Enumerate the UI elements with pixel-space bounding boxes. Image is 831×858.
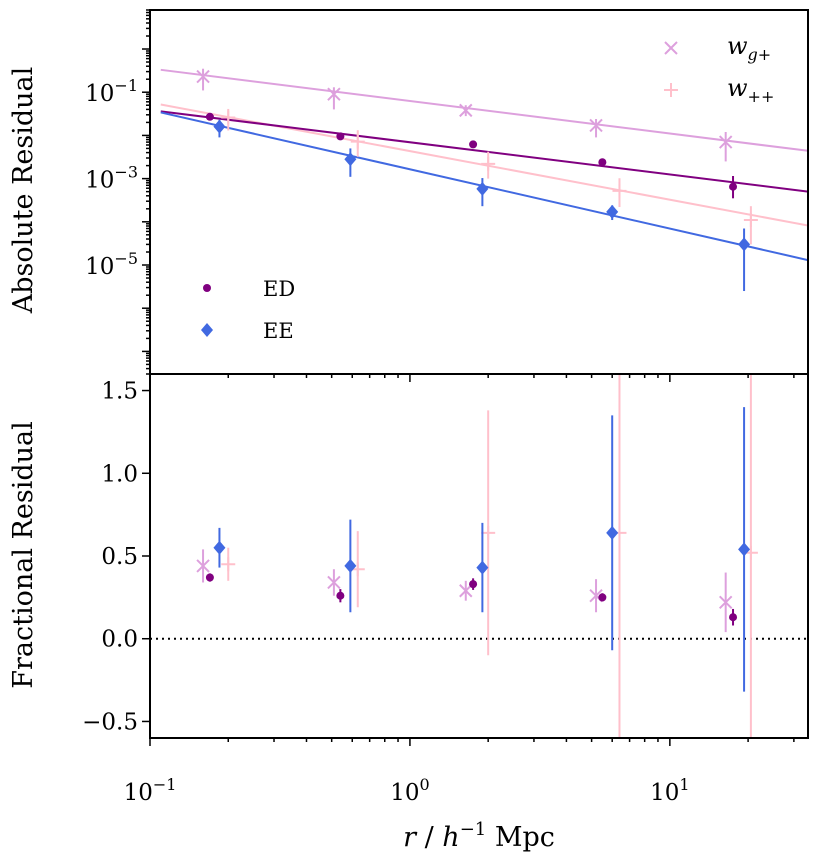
top-y-tick-label: 10−5 bbox=[85, 249, 138, 280]
point-bottom-ed bbox=[469, 580, 478, 589]
point-top-ed bbox=[469, 140, 478, 149]
bottom-y-axis-label: Fractional Residual bbox=[8, 421, 39, 689]
point-top-ed bbox=[336, 132, 345, 141]
bottom-y-tick-label: −0.5 bbox=[82, 709, 138, 735]
point-top-w-g bbox=[327, 87, 341, 101]
legend-label-w-g: wg+ bbox=[727, 32, 771, 64]
point-bottom-w-g bbox=[459, 584, 473, 598]
point-top-w bbox=[743, 213, 758, 228]
fractional-residual-panel: 10−1 100 101 1.5 1.0 0.5 0.0 −0.5 bbox=[82, 373, 809, 806]
point-top-ed bbox=[598, 158, 607, 167]
top-data-points bbox=[196, 68, 758, 292]
point-bottom-w-g bbox=[718, 595, 733, 610]
bottom-plot-frame bbox=[149, 373, 809, 739]
point-bottom-w-g bbox=[327, 575, 341, 590]
point-bottom-ee bbox=[738, 542, 751, 557]
fit-line-ed bbox=[160, 110, 808, 193]
bottom-y-tick-label: 1.0 bbox=[101, 461, 138, 487]
top-y-tick-label: 10−1 bbox=[85, 76, 138, 107]
point-top-ee bbox=[738, 237, 751, 252]
point-top-ed bbox=[729, 182, 738, 191]
point-bottom-w bbox=[221, 557, 236, 572]
top-legends: wg+ w++ ED EE bbox=[201, 32, 774, 343]
x-tick-label: 101 bbox=[650, 775, 689, 806]
point-bottom-w-g bbox=[196, 559, 210, 573]
point-top-w bbox=[481, 156, 496, 171]
point-bottom-ed bbox=[336, 591, 345, 600]
x-axis-label: r / h−1 Mpc bbox=[403, 819, 555, 853]
point-top-w-g bbox=[196, 69, 210, 84]
legend-label-ee: EE bbox=[263, 319, 294, 343]
point-top-w bbox=[612, 183, 627, 198]
top-y-tick-label: 10−3 bbox=[85, 163, 138, 194]
point-bottom-ed bbox=[729, 613, 738, 622]
point-top-ed bbox=[205, 112, 214, 121]
bottom-axis-ticks: 10−1 100 101 1.5 1.0 0.5 0.0 −0.5 bbox=[82, 379, 795, 806]
legend-label-w: w++ bbox=[727, 74, 774, 106]
point-top-ee bbox=[606, 204, 619, 219]
point-top-w-g bbox=[718, 135, 733, 149]
point-bottom-ed bbox=[205, 573, 214, 582]
bottom-y-tick-label: 1.5 bbox=[101, 379, 138, 405]
x-tick-label: 100 bbox=[390, 775, 429, 806]
legend-label-ed: ED bbox=[263, 277, 295, 301]
point-bottom-ed bbox=[598, 593, 607, 602]
point-top-ee bbox=[476, 181, 489, 196]
bottom-data-points bbox=[196, 374, 758, 738]
fit-line-w-g bbox=[160, 68, 808, 152]
point-bottom-ee bbox=[606, 525, 619, 540]
point-top-ee bbox=[344, 152, 357, 167]
top-y-axis-label: Absolute Residual bbox=[8, 67, 39, 315]
x-tick-label: 10−1 bbox=[124, 775, 177, 806]
point-top-w-g bbox=[459, 103, 473, 118]
legend-marker-w bbox=[664, 83, 678, 97]
bottom-y-tick-label: 0.0 bbox=[101, 627, 138, 653]
point-top-w bbox=[350, 134, 365, 149]
legend-marker-w-g bbox=[664, 41, 678, 55]
point-bottom-ee bbox=[344, 558, 357, 573]
point-bottom-ee bbox=[476, 560, 489, 575]
point-top-ee bbox=[213, 119, 226, 134]
point-bottom-ee bbox=[213, 540, 226, 555]
point-top-w-g bbox=[589, 118, 603, 133]
point-bottom-w bbox=[481, 525, 496, 540]
x-axis-label-text: r / h−1 Mpc bbox=[403, 819, 555, 853]
bottom-y-tick-label: 0.5 bbox=[101, 544, 138, 570]
point-top-w bbox=[221, 110, 236, 125]
legend-marker-ed bbox=[203, 284, 211, 292]
legend-marker-ee bbox=[201, 323, 213, 337]
